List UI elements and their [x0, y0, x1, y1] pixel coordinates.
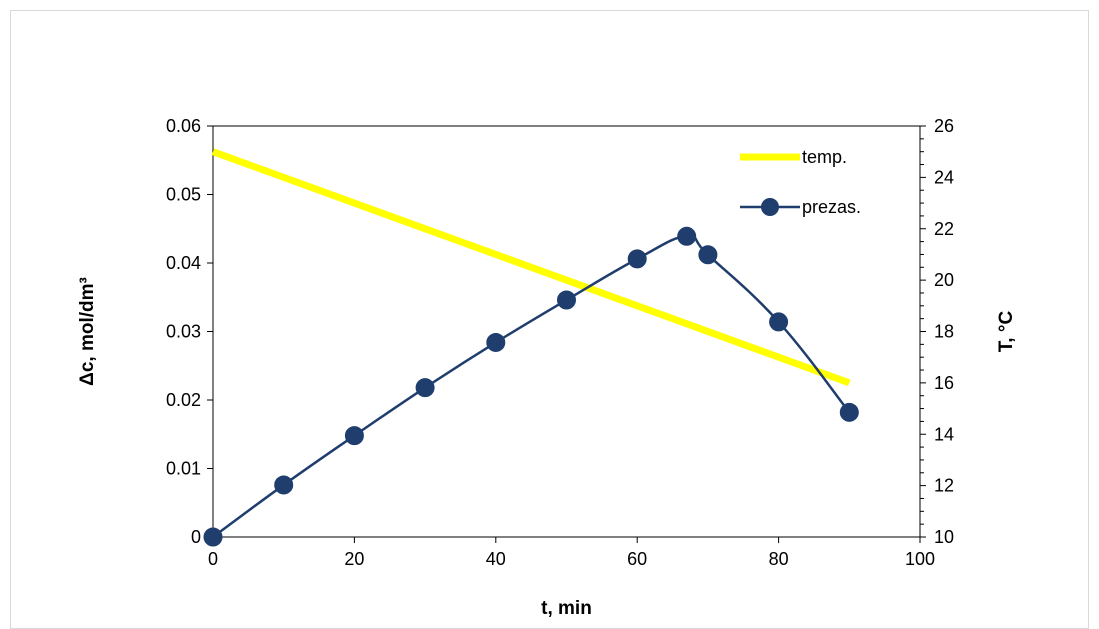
series-prezas-point — [203, 527, 223, 547]
y-right-tick-label: 12 — [934, 476, 954, 496]
x-tick-label: 100 — [905, 549, 935, 569]
y-left-tick-label: 0.02 — [166, 390, 201, 410]
series-prezas-point — [344, 426, 364, 446]
x-tick-label: 40 — [486, 549, 506, 569]
y-right-tick-label: 14 — [934, 424, 954, 444]
series-prezas-point — [627, 249, 647, 269]
y-right-tick-label: 18 — [934, 322, 954, 342]
y-left-tick-label: 0.04 — [166, 253, 201, 273]
y-right-tick-label: 16 — [934, 373, 954, 393]
y-left-axis-title: Δc, mol/dm³ — [77, 277, 98, 386]
y-right-tick-label: 22 — [934, 219, 954, 239]
series-prezas-point — [698, 245, 718, 265]
y-right-tick-label: 26 — [934, 116, 954, 136]
series-prezas-point — [839, 402, 859, 422]
series-prezas-point — [274, 475, 294, 495]
x-tick-label: 20 — [344, 549, 364, 569]
series-prezas-point — [769, 312, 789, 332]
y-right-tick-label: 20 — [934, 270, 954, 290]
y-right-tick-label: 24 — [934, 167, 954, 187]
y-left-tick-label: 0.06 — [166, 116, 201, 136]
y-left-tick-label: 0.03 — [166, 322, 201, 342]
legend-label: prezas. — [802, 197, 861, 217]
x-tick-label: 60 — [627, 549, 647, 569]
series-prezas-point — [415, 378, 435, 398]
legend-marker-prezas — [761, 198, 779, 216]
x-axis-title: t, min — [541, 598, 592, 619]
y-left-tick-label: 0 — [191, 527, 201, 547]
y-right-tick-label: 10 — [934, 527, 954, 547]
series-prezas-point — [677, 226, 697, 246]
x-tick-label: 0 — [208, 549, 218, 569]
series-prezas-point — [486, 332, 506, 352]
series-temp-line — [211, 148, 851, 387]
series-prezas-point — [557, 290, 576, 310]
x-tick-label: 80 — [769, 549, 789, 569]
chart-border — [10, 10, 1089, 629]
y-right-axis-title: T, °C — [996, 311, 1017, 353]
y-left-tick-label: 0.01 — [166, 459, 201, 479]
legend-label: temp. — [802, 147, 847, 167]
y-left-tick-label: 0.05 — [166, 185, 201, 205]
